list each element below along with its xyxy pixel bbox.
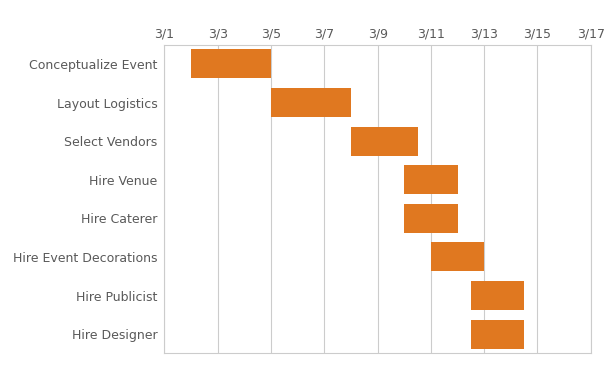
Bar [471, 320, 524, 349]
Bar [271, 88, 351, 117]
Bar [404, 204, 457, 233]
Bar [471, 281, 524, 310]
Bar [191, 49, 271, 78]
Bar [431, 243, 484, 272]
Bar [404, 165, 457, 194]
Bar [351, 126, 418, 155]
